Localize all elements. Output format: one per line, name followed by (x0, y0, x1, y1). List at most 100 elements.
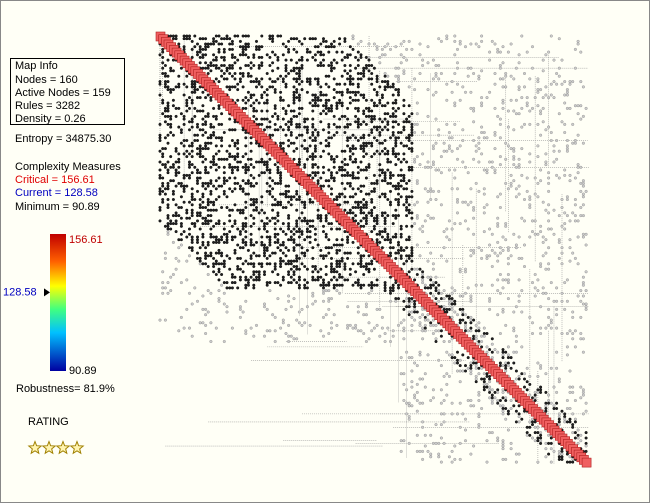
matrix-dot (313, 147, 317, 151)
matrix-dot (520, 106, 524, 110)
matrix-dot (504, 350, 508, 354)
matrix-dot (265, 216, 269, 220)
matrix-dot (415, 364, 419, 368)
matrix-dot (244, 259, 248, 263)
matrix-dot (402, 125, 406, 129)
matrix-dot (464, 291, 468, 295)
matrix-dot (195, 176, 199, 180)
matrix-dot (549, 227, 553, 231)
matrix-dot (177, 157, 181, 161)
matrix-dot (190, 80, 194, 84)
matrix-dot (311, 270, 315, 274)
matrix-dot (190, 98, 194, 102)
info-line: Nodes = 160 (15, 74, 78, 86)
matrix-dot (198, 144, 202, 148)
matrix-dot (485, 254, 489, 258)
matrix-dot (579, 439, 583, 443)
matrix-dot (284, 66, 288, 70)
matrix-dot (273, 163, 277, 167)
matrix-dot (364, 265, 368, 269)
matrix-dot (228, 63, 232, 67)
matrix-dot (311, 122, 315, 126)
matrix-dot (469, 404, 473, 408)
matrix-dot (375, 104, 379, 108)
matrix-dot (249, 326, 253, 330)
matrix-dot (212, 42, 216, 46)
matrix-dot (268, 171, 272, 175)
matrix-dot (327, 307, 331, 311)
matrix-dot (394, 66, 398, 70)
matrix-dot (187, 144, 191, 148)
matrix-dot (584, 189, 588, 193)
matrix-dot (399, 179, 403, 183)
matrix-dot (163, 147, 167, 151)
matrix-dot (220, 42, 224, 46)
matrix-dot (581, 192, 585, 196)
matrix-dot (490, 350, 494, 354)
matrix-dot (209, 251, 213, 255)
matrix-dot (206, 310, 210, 314)
matrix-dot (163, 71, 167, 75)
matrix-dot (423, 315, 427, 319)
matrix-dot (389, 160, 393, 164)
matrix-dot (547, 399, 551, 403)
matrix-dot (437, 455, 441, 459)
matrix-dot (305, 58, 309, 62)
matrix-dot (244, 332, 248, 336)
matrix-dot (472, 208, 476, 212)
matrix-dot (531, 219, 535, 223)
matrix-dot (254, 181, 258, 185)
matrix-dot (332, 45, 336, 49)
matrix-dot (279, 265, 283, 269)
matrix-dot (531, 417, 535, 421)
matrix-dot (297, 227, 301, 231)
matrix-dot (332, 286, 336, 290)
matrix-dot (343, 208, 347, 212)
matrix-dot (450, 187, 454, 191)
matrix-dot (265, 93, 269, 97)
matrix-dot (343, 82, 347, 86)
matrix-dot (429, 286, 433, 290)
matrix-dot (351, 133, 355, 137)
matrix-dot (238, 80, 242, 84)
matrix-dot (423, 165, 427, 169)
matrix-dot (354, 114, 358, 118)
matrix-dot (456, 361, 460, 365)
matrix-dot (506, 278, 510, 282)
matrix-dot (308, 77, 312, 81)
matrix-dot (161, 197, 165, 201)
matrix-dot (504, 366, 508, 370)
matrix-dot (158, 93, 162, 97)
matrix-dot (356, 71, 360, 75)
matrix-dot (289, 130, 293, 134)
matrix-dot (555, 407, 559, 411)
matrix-dot (391, 184, 395, 188)
matrix-dot (236, 227, 240, 231)
matrix-dot (501, 350, 505, 354)
matrix-dot (445, 82, 449, 86)
matrix-dot (356, 205, 360, 209)
matrix-dot (265, 256, 269, 260)
matrix-dot (190, 222, 194, 226)
matrix-dot (308, 155, 312, 159)
matrix-dot (472, 361, 476, 365)
matrix-dot (236, 155, 240, 159)
matrix-dot (241, 47, 245, 51)
matrix-dot (225, 77, 229, 81)
matrix-dot (332, 133, 336, 137)
matrix-dot (389, 203, 393, 207)
matrix-dot (581, 281, 585, 285)
matrix-dot (327, 122, 331, 126)
matrix-dot (477, 77, 481, 81)
matrix-dot (407, 313, 411, 317)
matrix-dot (212, 125, 216, 129)
matrix-dot (182, 187, 186, 191)
matrix-dot (536, 88, 540, 92)
matrix-dot (397, 157, 401, 161)
matrix-dot (295, 259, 299, 263)
matrix-dot (169, 219, 173, 223)
matrix-dot (295, 71, 299, 75)
matrix-dot (568, 460, 572, 464)
matrix-dot (225, 179, 229, 183)
matrix-dot (528, 203, 532, 207)
